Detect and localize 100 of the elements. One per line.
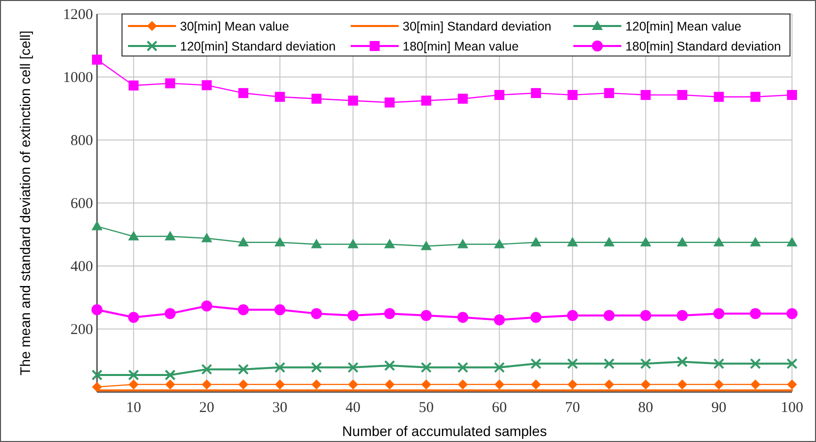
point	[750, 379, 760, 390]
point	[494, 90, 504, 100]
point	[640, 90, 651, 100]
point	[457, 312, 468, 323]
y-tick-label: 200	[70, 322, 93, 338]
point	[92, 220, 102, 230]
point	[494, 314, 505, 326]
point	[164, 308, 176, 320]
point	[494, 362, 505, 373]
point	[676, 356, 688, 368]
point	[713, 358, 724, 370]
point	[420, 310, 432, 321]
point	[457, 362, 468, 373]
x-tick-label: 80	[638, 400, 654, 416]
point	[420, 362, 432, 373]
point	[311, 94, 322, 104]
y-tick-label: 600	[70, 196, 93, 212]
point	[92, 382, 102, 392]
point	[164, 369, 176, 380]
point	[604, 236, 615, 246]
point	[604, 379, 614, 390]
point	[640, 310, 652, 321]
point	[420, 240, 432, 250]
point	[128, 312, 140, 323]
point	[530, 236, 542, 246]
point	[640, 379, 651, 390]
point	[604, 88, 614, 98]
point	[238, 236, 249, 246]
point	[128, 369, 140, 380]
point	[164, 230, 176, 240]
point	[310, 238, 322, 248]
point	[348, 238, 359, 248]
point	[567, 358, 578, 370]
x-tick-label: 60	[492, 400, 507, 416]
point	[567, 310, 578, 321]
legend-label: 120[min] Standard deviation	[180, 40, 336, 54]
legend-label: 30[min] Standard deviation	[402, 20, 552, 34]
point	[238, 379, 248, 390]
x-tick-label: 50	[418, 400, 434, 416]
y-tick-label: 800	[70, 133, 93, 149]
point	[677, 379, 688, 390]
point	[713, 236, 724, 246]
point	[530, 358, 542, 370]
y-axis-title: The mean and standard deviation of extinction cell [cell]	[17, 30, 33, 376]
legend-label: 180[min] Standard deviation	[625, 40, 782, 54]
point	[787, 379, 797, 390]
point	[640, 236, 652, 246]
x-tick-label: 90	[711, 400, 726, 416]
legend-label: 120[min] Mean value	[625, 20, 742, 34]
point	[530, 379, 541, 390]
point	[786, 308, 798, 320]
point	[92, 304, 102, 316]
point	[750, 236, 761, 246]
x-tick-label: 100	[780, 400, 804, 416]
point	[458, 94, 468, 104]
point	[677, 90, 688, 100]
point	[714, 379, 724, 390]
point	[348, 379, 358, 390]
x-axis-title: Number of accumulated samples	[342, 423, 547, 439]
point	[128, 80, 139, 91]
point	[568, 90, 578, 100]
point	[310, 362, 322, 373]
point	[201, 232, 212, 242]
point	[494, 379, 504, 390]
point	[494, 238, 505, 248]
point	[165, 379, 176, 390]
point	[128, 230, 140, 240]
point	[384, 379, 395, 390]
point	[421, 96, 432, 106]
point	[787, 90, 797, 100]
point	[238, 364, 249, 375]
x-tick-label: 10	[126, 400, 142, 416]
point	[274, 304, 286, 316]
x-tick-label: 40	[346, 400, 361, 416]
point	[713, 308, 724, 320]
point	[238, 304, 249, 316]
point	[238, 88, 248, 98]
point	[128, 379, 139, 390]
point	[604, 310, 615, 321]
point	[274, 379, 285, 390]
point	[640, 358, 652, 370]
point	[165, 78, 176, 88]
y-tick-label: 1000	[63, 70, 93, 86]
y-tick-label: 400	[70, 259, 93, 275]
point	[202, 80, 212, 90]
point	[274, 92, 285, 102]
x-tick-label: 30	[272, 400, 288, 416]
x-tick-label: 20	[199, 400, 214, 416]
point	[348, 310, 359, 321]
point	[457, 238, 468, 248]
point	[274, 236, 286, 246]
point	[786, 236, 798, 246]
point	[348, 96, 358, 106]
point	[750, 308, 761, 320]
point	[750, 358, 761, 370]
point	[310, 308, 322, 320]
point	[311, 379, 322, 390]
point	[384, 98, 395, 108]
point	[202, 379, 212, 390]
legend-label: 180[min] Mean value	[402, 40, 519, 54]
